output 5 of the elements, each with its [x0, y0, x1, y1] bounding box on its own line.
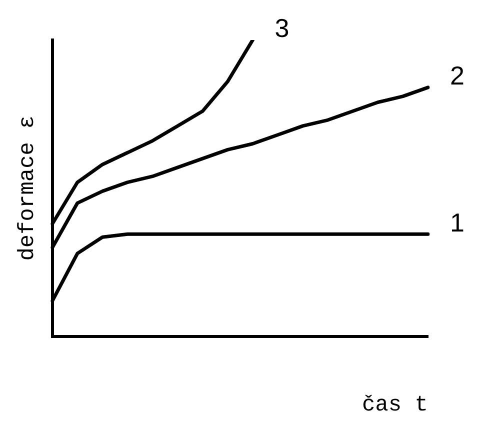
series-label: 3	[274, 13, 290, 44]
y-axis-title: deformace ε	[15, 116, 40, 261]
x-axis-title: čas t	[362, 392, 428, 418]
series-label: 1	[450, 207, 464, 238]
series-label: 2	[450, 60, 464, 91]
